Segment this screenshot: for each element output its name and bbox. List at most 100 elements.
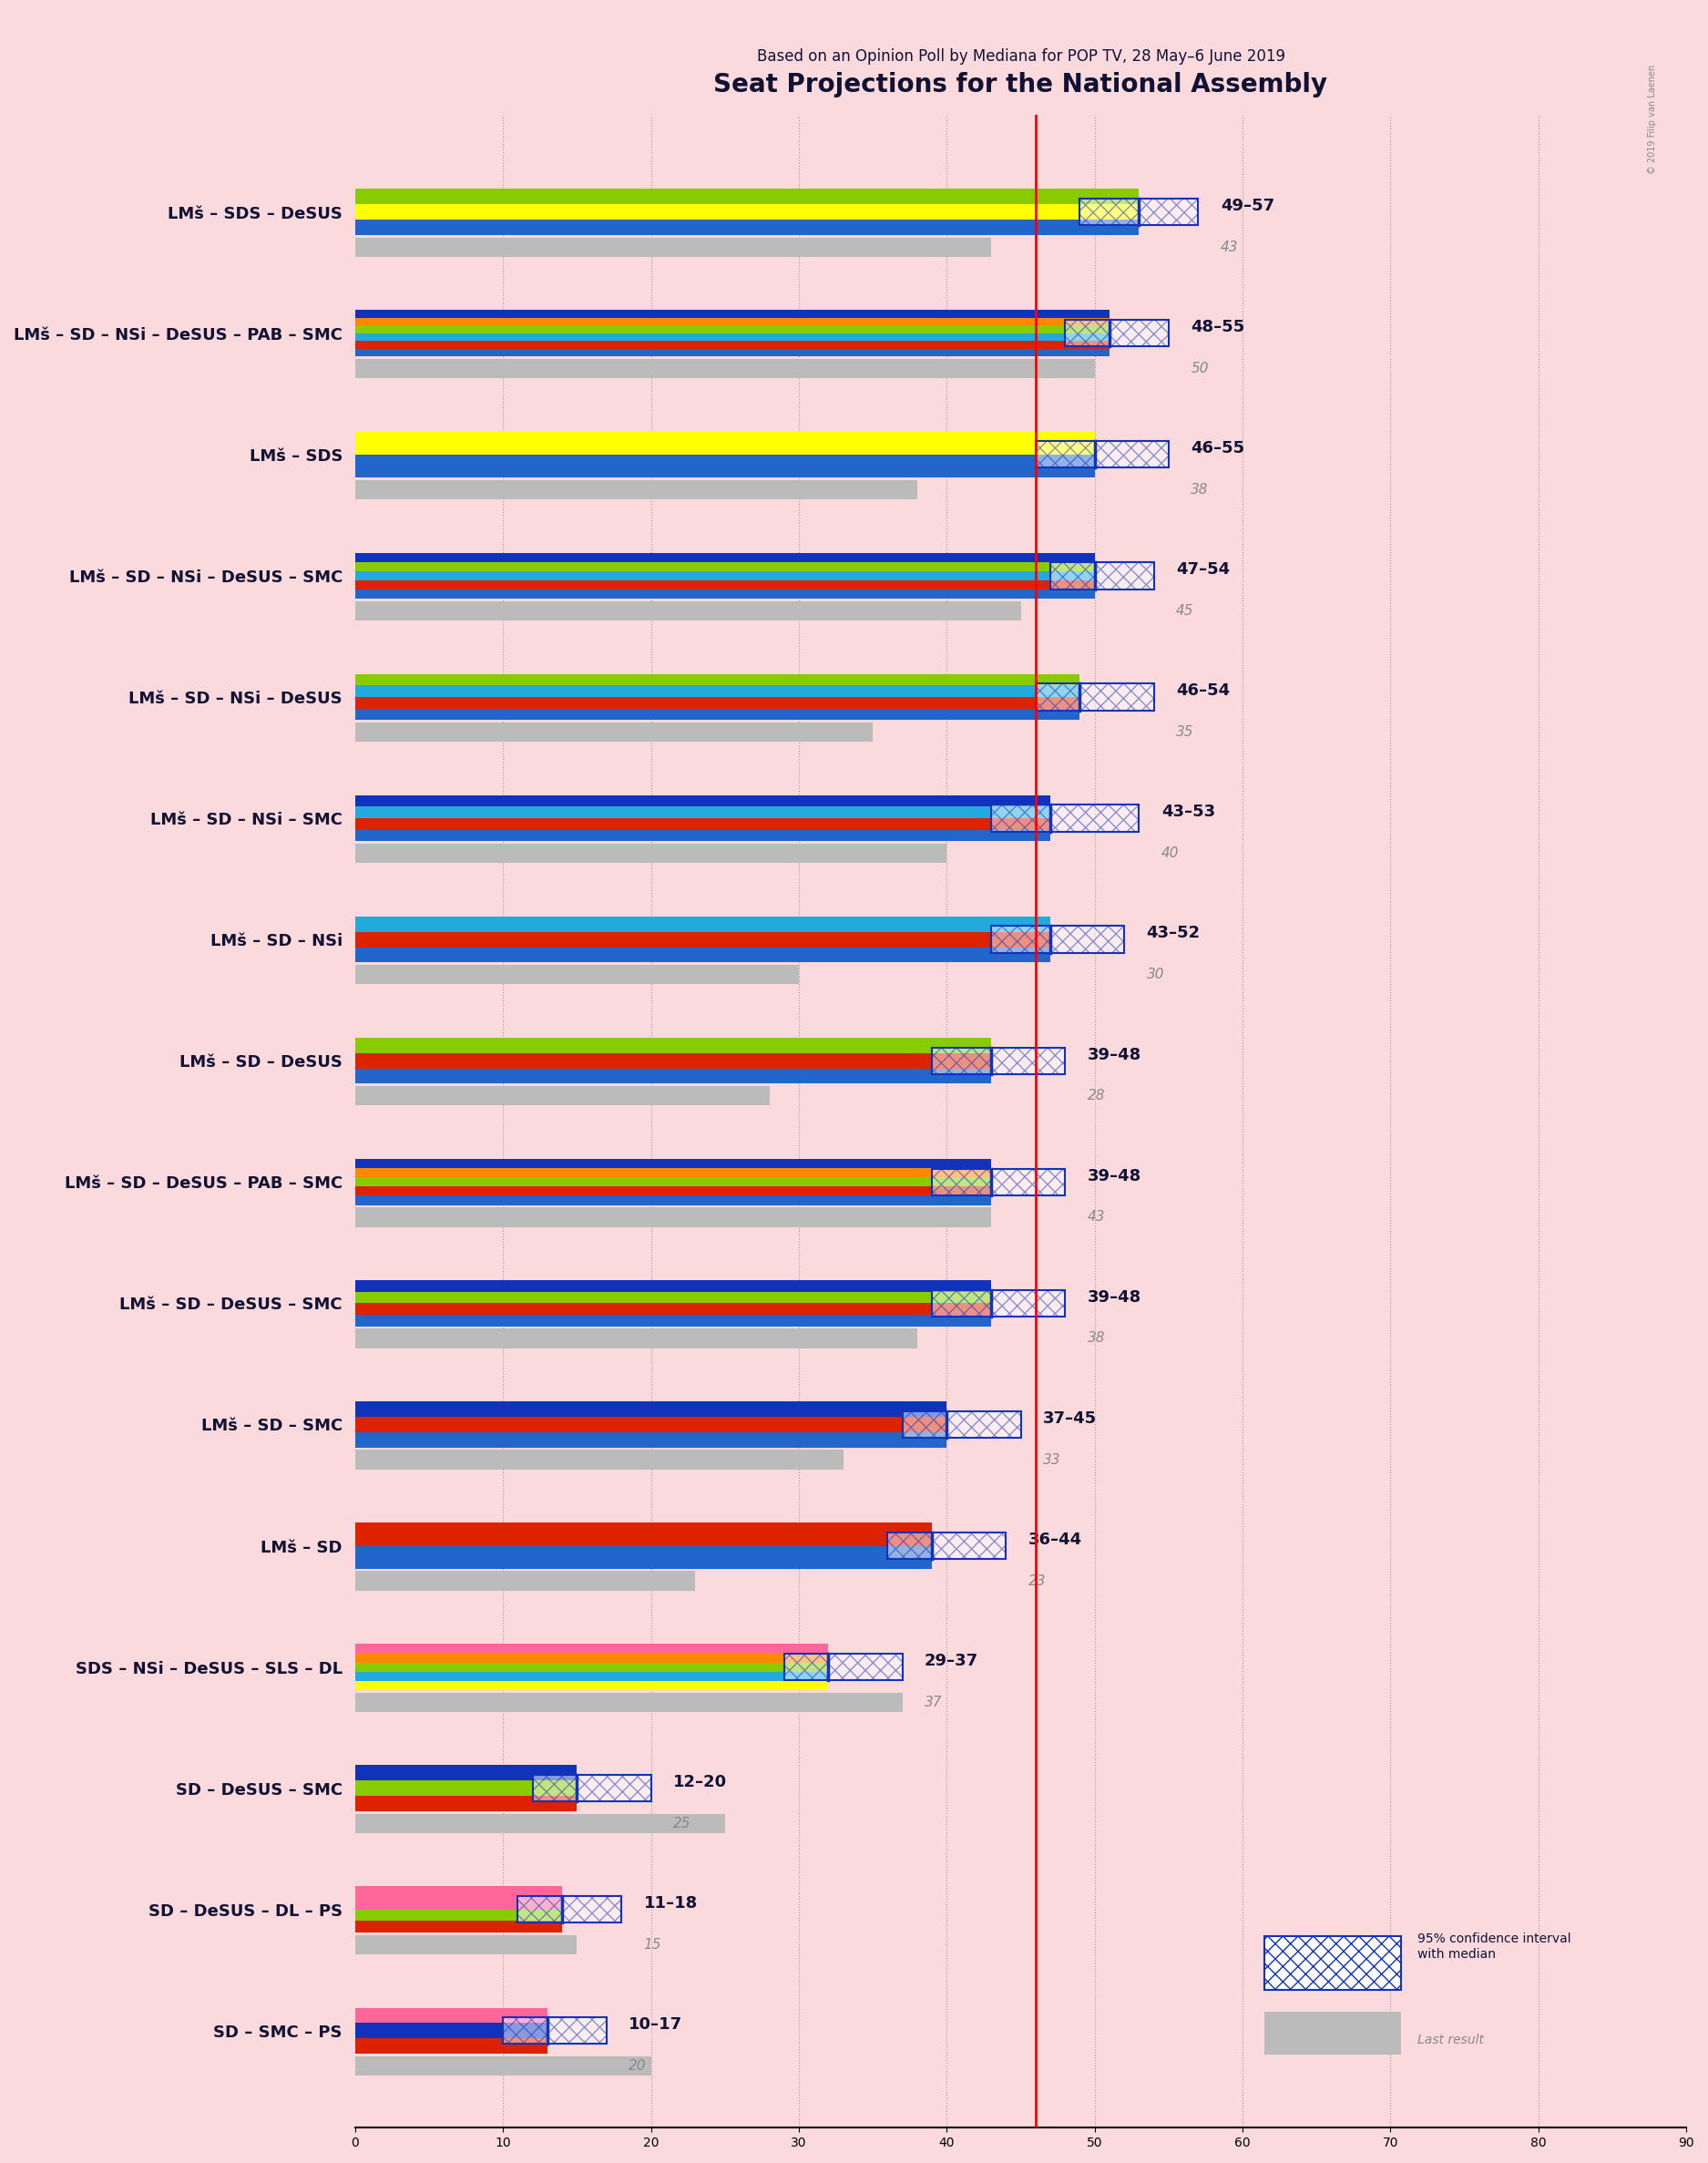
- Text: Last result: Last result: [1418, 2033, 1484, 2046]
- Bar: [355, 686, 1079, 696]
- Text: 36–44: 36–44: [1028, 1531, 1081, 1549]
- Bar: [355, 348, 1110, 357]
- Text: 43: 43: [1221, 240, 1238, 253]
- Bar: [355, 1168, 991, 1177]
- Bar: [355, 1449, 844, 1469]
- Bar: [355, 807, 1050, 818]
- Bar: [355, 1653, 828, 1663]
- Bar: [355, 932, 1050, 947]
- Bar: [1050, 562, 1155, 588]
- Bar: [355, 1280, 991, 1291]
- Bar: [1079, 199, 1199, 225]
- Bar: [902, 1410, 1021, 1438]
- Bar: [504, 2018, 606, 2044]
- Title: Seat Projections for the National Assembly: Seat Projections for the National Assemb…: [714, 71, 1327, 97]
- Bar: [355, 675, 1079, 686]
- Bar: [355, 309, 1110, 318]
- Bar: [533, 1776, 651, 1802]
- Bar: [355, 1691, 902, 1711]
- Text: 12–20: 12–20: [673, 1774, 728, 1791]
- Bar: [355, 1795, 577, 1810]
- Bar: [533, 1776, 651, 1802]
- Bar: [355, 430, 1095, 454]
- Text: 33: 33: [1044, 1454, 1061, 1467]
- Bar: [1066, 320, 1168, 346]
- Bar: [355, 203, 1139, 221]
- Bar: [933, 1047, 1066, 1075]
- Bar: [991, 805, 1139, 831]
- Bar: [355, 1681, 828, 1689]
- Bar: [888, 1531, 1006, 1560]
- Bar: [784, 1655, 902, 1681]
- Bar: [355, 318, 1110, 327]
- Bar: [355, 1196, 991, 1205]
- Bar: [991, 926, 1124, 954]
- Bar: [355, 601, 1021, 621]
- Text: 11–18: 11–18: [644, 1895, 697, 1912]
- Text: 50: 50: [1190, 361, 1209, 374]
- Text: 46–55: 46–55: [1190, 441, 1245, 456]
- Text: 38: 38: [1190, 482, 1209, 497]
- Bar: [355, 238, 991, 257]
- Bar: [355, 1177, 991, 1187]
- Bar: [518, 1897, 622, 1923]
- Bar: [355, 1765, 577, 1780]
- Text: 30: 30: [1146, 967, 1165, 982]
- Bar: [355, 947, 1050, 963]
- Bar: [1050, 562, 1155, 588]
- Bar: [355, 1672, 828, 1681]
- Bar: [355, 1304, 991, 1315]
- Bar: [1079, 199, 1199, 225]
- Bar: [355, 965, 799, 984]
- Bar: [355, 917, 1050, 932]
- Bar: [355, 696, 1079, 709]
- Bar: [902, 1410, 1021, 1438]
- Bar: [355, 1921, 562, 1932]
- Text: © 2019 Filip van Laenen: © 2019 Filip van Laenen: [1648, 65, 1657, 175]
- Bar: [355, 1038, 991, 1053]
- Bar: [355, 590, 1095, 599]
- Text: 39–48: 39–48: [1088, 1168, 1141, 1183]
- Bar: [355, 562, 1095, 571]
- Bar: [355, 1570, 695, 1590]
- Text: 40: 40: [1161, 846, 1179, 861]
- Text: 38: 38: [1088, 1332, 1105, 1345]
- Text: 43: 43: [1088, 1211, 1105, 1224]
- Bar: [355, 818, 1050, 831]
- Bar: [355, 722, 873, 742]
- Text: 45: 45: [1177, 603, 1194, 619]
- Bar: [933, 1289, 1066, 1317]
- Bar: [355, 1402, 946, 1417]
- Text: 39–48: 39–48: [1088, 1047, 1141, 1062]
- Text: 49–57: 49–57: [1221, 197, 1274, 214]
- Bar: [355, 454, 1095, 478]
- Bar: [355, 2007, 548, 2022]
- Bar: [355, 796, 1050, 807]
- Bar: [355, 1069, 991, 1084]
- Bar: [355, 1187, 991, 1196]
- Bar: [355, 709, 1079, 720]
- Bar: [355, 1053, 991, 1069]
- Bar: [355, 2038, 548, 2053]
- Text: 15: 15: [644, 1938, 661, 1951]
- Bar: [355, 221, 1139, 236]
- Bar: [355, 1780, 577, 1795]
- Text: 39–48: 39–48: [1088, 1289, 1141, 1304]
- Bar: [355, 554, 1095, 562]
- Bar: [355, 1897, 562, 1910]
- Text: 95% confidence interval
with median: 95% confidence interval with median: [1418, 1934, 1571, 1960]
- Bar: [355, 844, 946, 863]
- Bar: [933, 1168, 1066, 1196]
- Bar: [355, 1291, 991, 1304]
- Bar: [784, 1655, 902, 1681]
- Text: 29–37: 29–37: [924, 1653, 979, 1670]
- Bar: [1035, 441, 1168, 467]
- Text: 35: 35: [1177, 725, 1194, 740]
- Bar: [355, 188, 1139, 203]
- Bar: [355, 1315, 991, 1326]
- Bar: [355, 342, 1110, 348]
- Text: Based on an Opinion Poll by Mediana for POP TV, 28 May–6 June 2019: Based on an Opinion Poll by Mediana for …: [757, 48, 1284, 65]
- Bar: [355, 327, 1110, 333]
- Bar: [933, 1289, 1066, 1317]
- Bar: [355, 1523, 933, 1547]
